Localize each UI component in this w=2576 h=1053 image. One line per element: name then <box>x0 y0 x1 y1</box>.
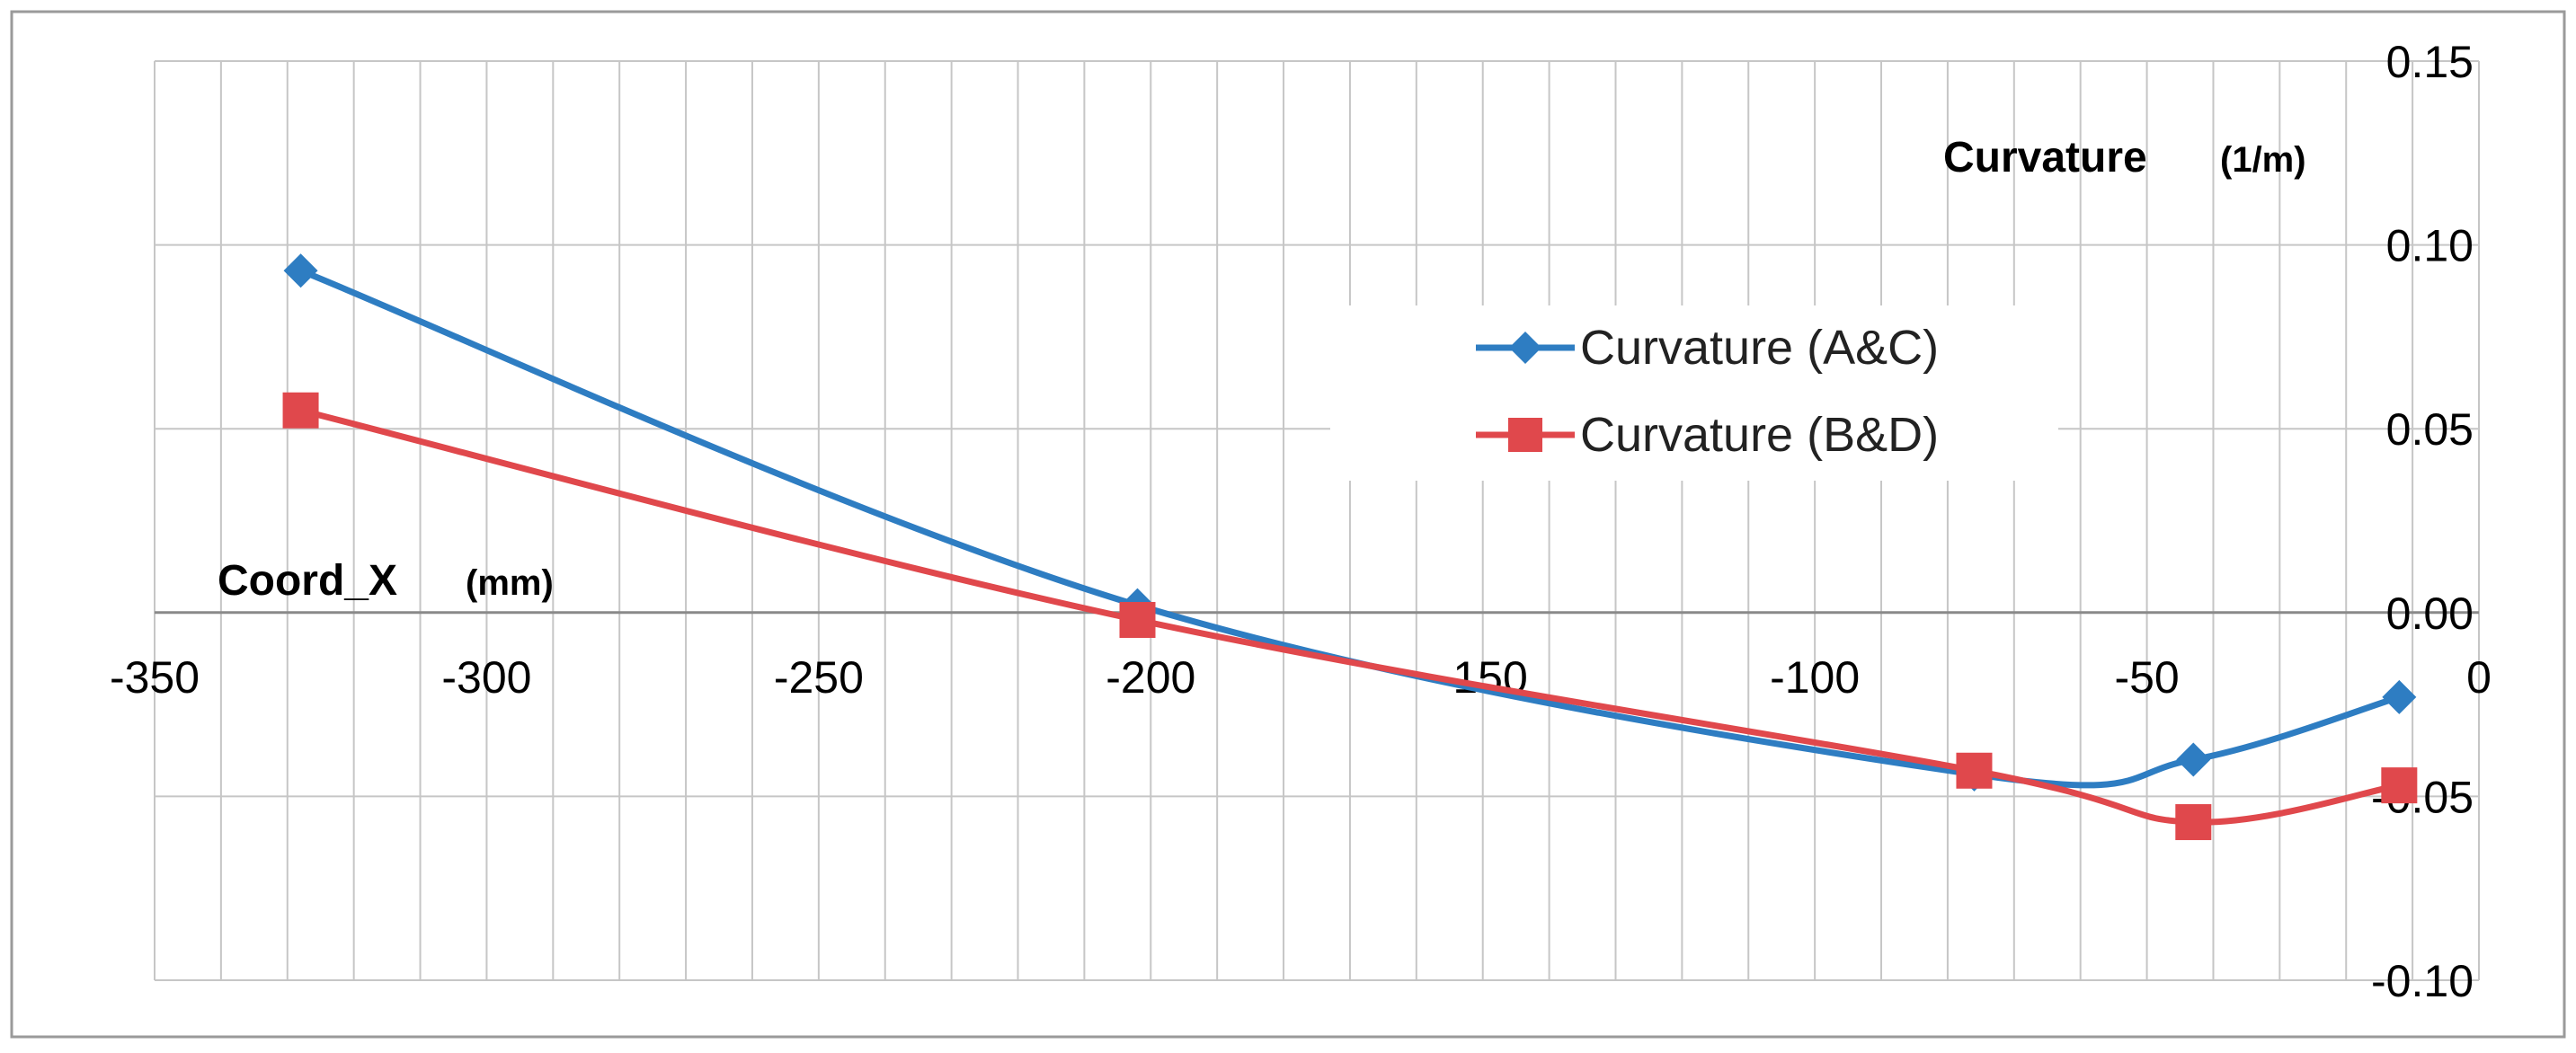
y-axis-title: Curvature <box>1943 134 2147 181</box>
x-tick-label: -250 <box>774 652 864 703</box>
series-layer <box>282 253 2418 841</box>
x-tick-label: 0 <box>2466 652 2492 703</box>
series-bd-point <box>2381 767 2418 804</box>
series-bd-point <box>2175 804 2212 841</box>
y-tick-label: 0.15 <box>2386 37 2474 87</box>
series-bd-point <box>282 392 319 429</box>
legend: Curvature (A&C) Curvature (B&D) <box>1330 305 2058 481</box>
y-tick-label: 0.05 <box>2386 404 2474 455</box>
y-tick-label: 0.10 <box>2386 221 2474 271</box>
legend-ac-label: Curvature (A&C) <box>1580 321 1939 375</box>
series-bd-point <box>1119 601 1156 638</box>
legend-background <box>1330 305 2058 481</box>
x-axis-title: Coord_X <box>218 557 397 605</box>
y-axis-unit: (1/m) <box>2220 140 2306 180</box>
series-bd-point <box>1956 752 1993 789</box>
x-tick-label: -200 <box>1106 652 1195 703</box>
legend-bd-label: Curvature (B&D) <box>1580 408 1939 462</box>
x-tick-label: -350 <box>110 652 200 703</box>
series-ac-point <box>283 253 318 288</box>
y-tick-label: 0.00 <box>2386 588 2474 639</box>
legend-entry-bd: Curvature (B&D) <box>1476 408 1939 462</box>
series-bd <box>282 392 2418 841</box>
legend-bd-square-icon <box>1508 418 1542 452</box>
series-ac-point <box>2176 742 2211 777</box>
series-ac-point <box>2382 679 2417 714</box>
legend-entry-ac: Curvature (A&C) <box>1476 321 1939 375</box>
legend-ac-diamond-icon <box>1509 332 1541 364</box>
y-tick-label: -0.10 <box>2371 956 2474 1006</box>
chart-outer-border <box>10 10 2566 1039</box>
x-tick-label: -100 <box>1770 652 1860 703</box>
x-axis-unit: (mm) <box>466 563 554 603</box>
x-tick-label: -300 <box>441 652 531 703</box>
x-tick-label: -50 <box>2114 652 2179 703</box>
